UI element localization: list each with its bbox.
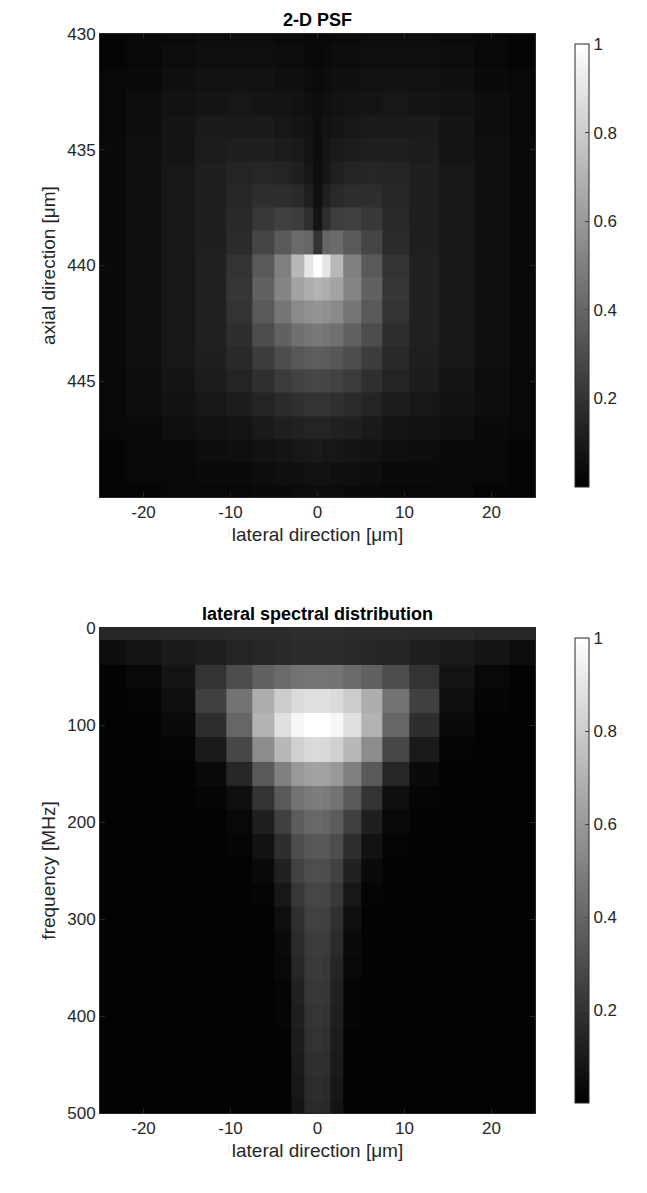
svg-text:300: 300 (67, 910, 95, 929)
svg-text:440: 440 (67, 256, 95, 275)
svg-text:435: 435 (67, 141, 95, 160)
svg-text:lateral direction [μm]: lateral direction [μm] (232, 524, 403, 545)
svg-text:-20: -20 (131, 503, 156, 522)
svg-text:2-D PSF: 2-D PSF (283, 10, 352, 30)
svg-text:frequency [MHz]: frequency [MHz] (38, 801, 59, 939)
svg-text:200: 200 (67, 813, 95, 832)
svg-text:0: 0 (86, 619, 95, 638)
svg-text:lateral direction [μm]: lateral direction [μm] (232, 1140, 403, 1161)
svg-text:axial direction [μm]: axial direction [μm] (38, 186, 59, 345)
svg-text:445: 445 (67, 372, 95, 391)
svg-text:1: 1 (593, 35, 602, 54)
svg-text:0: 0 (313, 1119, 322, 1138)
svg-text:-10: -10 (218, 1119, 243, 1138)
svg-text:400: 400 (67, 1007, 95, 1026)
svg-text:lateral spectral distribution: lateral spectral distribution (202, 604, 433, 624)
svg-text:0.6: 0.6 (593, 815, 617, 834)
svg-text:0.2: 0.2 (593, 389, 617, 408)
svg-text:430: 430 (67, 25, 95, 44)
svg-text:0.4: 0.4 (593, 301, 617, 320)
svg-text:1: 1 (593, 629, 602, 648)
svg-text:20: 20 (482, 503, 501, 522)
svg-text:100: 100 (67, 716, 95, 735)
svg-text:10: 10 (395, 1119, 414, 1138)
svg-text:0.2: 0.2 (593, 1001, 617, 1020)
svg-text:0.4: 0.4 (593, 908, 617, 927)
svg-text:0: 0 (313, 503, 322, 522)
svg-text:10: 10 (395, 503, 414, 522)
svg-text:0.8: 0.8 (593, 124, 617, 143)
svg-text:20: 20 (482, 1119, 501, 1138)
svg-text:0.6: 0.6 (593, 212, 617, 231)
svg-text:-20: -20 (131, 1119, 156, 1138)
svg-text:500: 500 (67, 1104, 95, 1123)
svg-text:0.8: 0.8 (593, 722, 617, 741)
svg-text:-10: -10 (218, 503, 243, 522)
